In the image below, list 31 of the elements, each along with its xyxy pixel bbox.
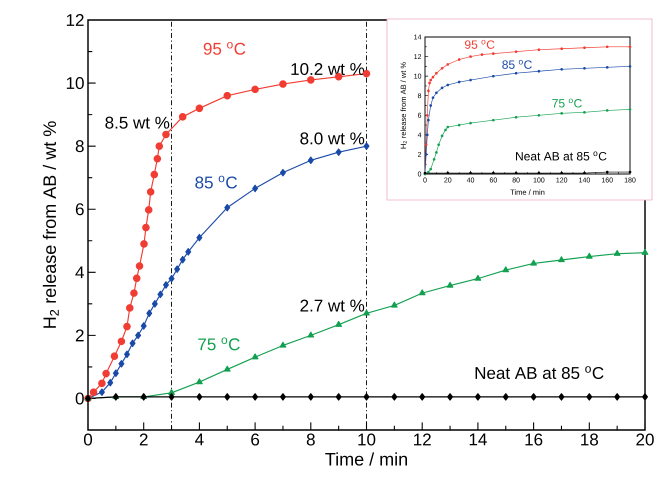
x-tick-label: 2 xyxy=(140,434,148,446)
series-label: 85 $^{o}$C xyxy=(195,176,237,189)
annotation: 8.5 wt % xyxy=(105,116,170,129)
x-tick-label: 6 xyxy=(251,434,260,446)
x-tick-label: 14 xyxy=(470,434,487,446)
y-tick-label: 4 xyxy=(75,266,84,278)
series-label: Neat AB at 85 $^{o}$C xyxy=(516,152,606,160)
y-tick-label: 10 xyxy=(66,77,84,90)
y-tick-label: 8 xyxy=(76,140,84,152)
x-tick-label: 16 xyxy=(525,434,542,446)
annotation: 2.7 wt % xyxy=(300,300,364,312)
annotation: 10.2 wt % xyxy=(291,63,364,76)
x-axis-title: Time / min xyxy=(325,452,407,466)
series-label: 95 $^{o}$C xyxy=(464,40,494,49)
y-tick-label: 2 xyxy=(76,329,84,342)
y-tick-label: 12 xyxy=(66,14,84,26)
x-tick-label: 0 xyxy=(84,434,92,446)
x-tick-label: 20 xyxy=(636,434,654,446)
y-tick-label: 0 xyxy=(76,392,84,404)
x-tick-label: 8 xyxy=(306,434,315,446)
x-tick-label: 4 xyxy=(195,434,204,446)
x-tick-label: 18 xyxy=(581,434,598,446)
series-label: 75 $^{o}$C xyxy=(552,98,582,108)
series-label: 85 $^{o}$C xyxy=(502,60,532,69)
y-tick-label: 6 xyxy=(76,203,84,216)
y-axis-title: H$_{2}$ release from AB / wt % xyxy=(42,121,59,328)
series-label: 95 $^{o}$C xyxy=(204,42,246,55)
annotation: 8.0 wt % xyxy=(300,132,364,144)
series-label: 75 $^{o}$C xyxy=(198,337,240,350)
series-label: Neat AB at 85 $^{o}$C xyxy=(476,366,604,380)
x-tick-label: 10 xyxy=(358,434,376,446)
